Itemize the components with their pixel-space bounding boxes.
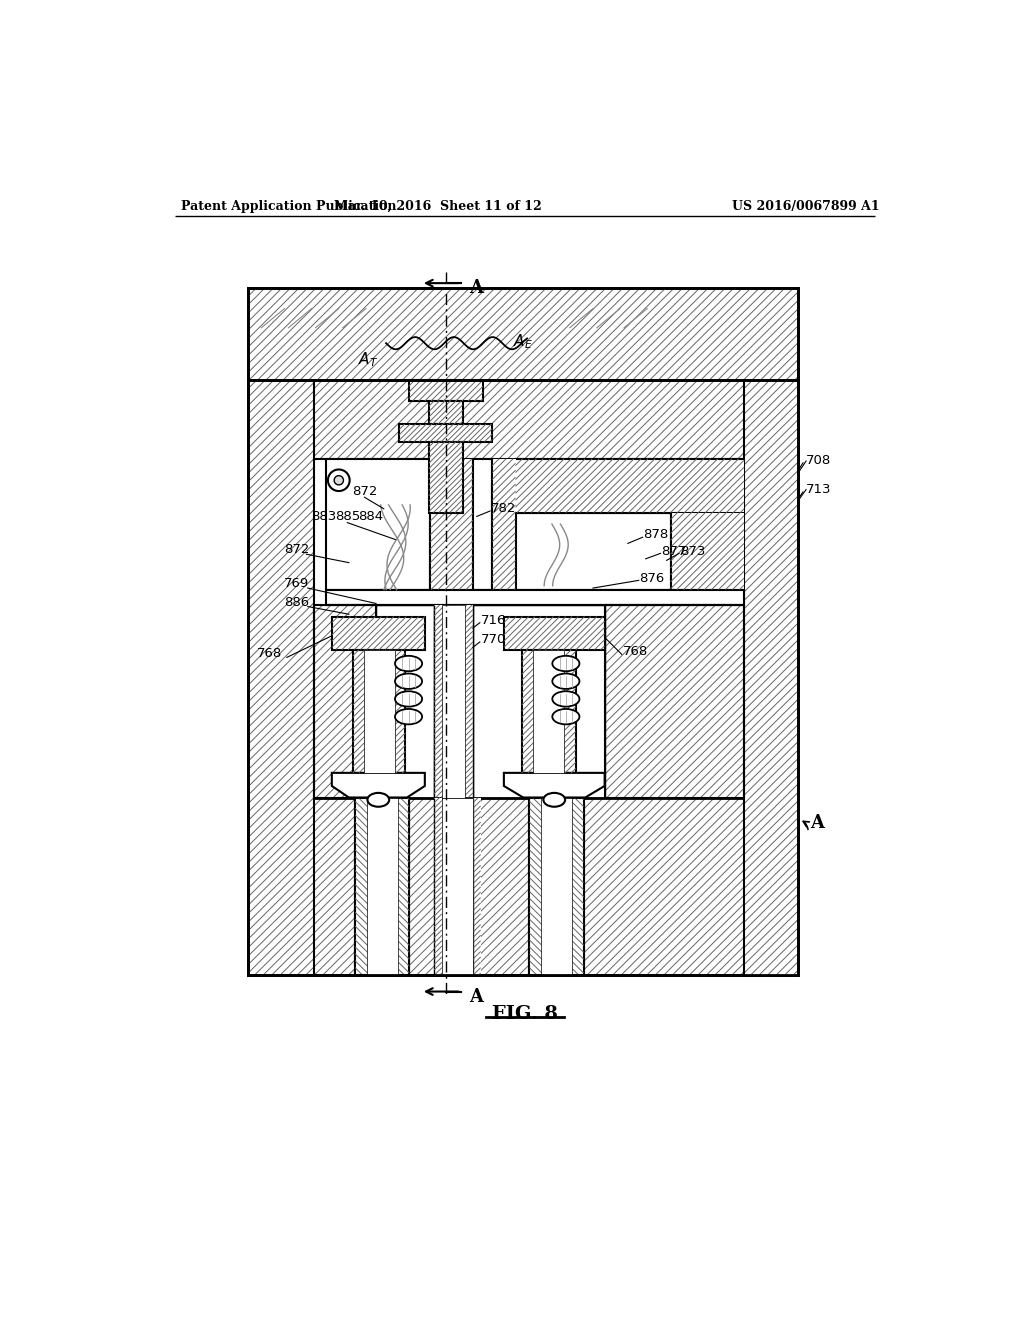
Text: 877: 877 [662, 545, 686, 557]
Polygon shape [332, 774, 425, 797]
Polygon shape [493, 459, 515, 590]
Polygon shape [352, 649, 406, 774]
Polygon shape [671, 512, 744, 590]
Text: 872: 872 [285, 543, 309, 556]
Polygon shape [515, 459, 744, 512]
Text: 713: 713 [806, 483, 831, 496]
Polygon shape [399, 424, 493, 442]
Text: 768: 768 [257, 647, 283, 660]
Polygon shape [473, 605, 604, 797]
Text: 878: 878 [643, 528, 669, 541]
Polygon shape [332, 616, 425, 649]
Polygon shape [314, 380, 744, 459]
Polygon shape [504, 774, 604, 797]
Polygon shape [248, 380, 799, 974]
Text: 876: 876 [640, 572, 665, 585]
Text: 770: 770 [480, 634, 506, 647]
Polygon shape [744, 380, 799, 974]
Ellipse shape [552, 656, 580, 672]
Text: 769: 769 [285, 577, 309, 590]
Text: 782: 782 [490, 502, 516, 515]
Polygon shape [430, 459, 473, 590]
Polygon shape [529, 797, 584, 974]
Polygon shape [473, 459, 493, 590]
Ellipse shape [544, 793, 565, 807]
Text: Mar. 10, 2016  Sheet 11 of 12: Mar. 10, 2016 Sheet 11 of 12 [334, 199, 542, 213]
Polygon shape [314, 605, 376, 797]
Text: 716: 716 [480, 614, 506, 627]
Polygon shape [504, 616, 604, 649]
Ellipse shape [395, 673, 422, 689]
Polygon shape [604, 605, 744, 797]
Polygon shape [434, 605, 473, 797]
Polygon shape [429, 442, 463, 512]
Ellipse shape [552, 692, 580, 706]
Polygon shape [429, 401, 463, 424]
Polygon shape [515, 512, 671, 590]
Text: 768: 768 [623, 644, 648, 657]
Polygon shape [248, 380, 314, 974]
Text: Patent Application Publication: Patent Application Publication [180, 199, 396, 213]
Ellipse shape [395, 709, 422, 725]
Text: A: A [810, 814, 824, 832]
Polygon shape [365, 649, 395, 774]
Polygon shape [367, 797, 397, 974]
Polygon shape [376, 605, 434, 797]
Text: $A_E$: $A_E$ [513, 333, 534, 351]
Text: 708: 708 [806, 454, 831, 467]
Text: 884: 884 [358, 510, 383, 523]
Text: A: A [469, 280, 483, 297]
Circle shape [328, 470, 349, 491]
Polygon shape [326, 590, 744, 605]
Text: 885: 885 [335, 510, 360, 523]
Text: US 2016/0067899 A1: US 2016/0067899 A1 [732, 199, 880, 213]
Polygon shape [442, 797, 473, 974]
Polygon shape [541, 797, 572, 974]
Polygon shape [521, 649, 575, 774]
Text: 872: 872 [351, 484, 377, 498]
Ellipse shape [552, 709, 580, 725]
Text: FIG. 8: FIG. 8 [492, 1006, 558, 1023]
Text: A: A [469, 987, 483, 1006]
Text: 873: 873 [680, 545, 706, 557]
Polygon shape [532, 649, 563, 774]
Circle shape [334, 475, 343, 484]
Polygon shape [434, 797, 442, 974]
Polygon shape [442, 605, 465, 797]
Polygon shape [409, 380, 483, 401]
Polygon shape [355, 797, 410, 974]
Polygon shape [314, 797, 744, 974]
Polygon shape [473, 797, 480, 974]
Ellipse shape [395, 692, 422, 706]
Polygon shape [326, 459, 430, 590]
Text: 883: 883 [311, 510, 337, 523]
Ellipse shape [395, 656, 422, 672]
Polygon shape [248, 288, 799, 380]
Text: $A_T$: $A_T$ [358, 351, 379, 370]
Ellipse shape [368, 793, 389, 807]
Text: 886: 886 [285, 597, 309, 610]
Ellipse shape [552, 673, 580, 689]
